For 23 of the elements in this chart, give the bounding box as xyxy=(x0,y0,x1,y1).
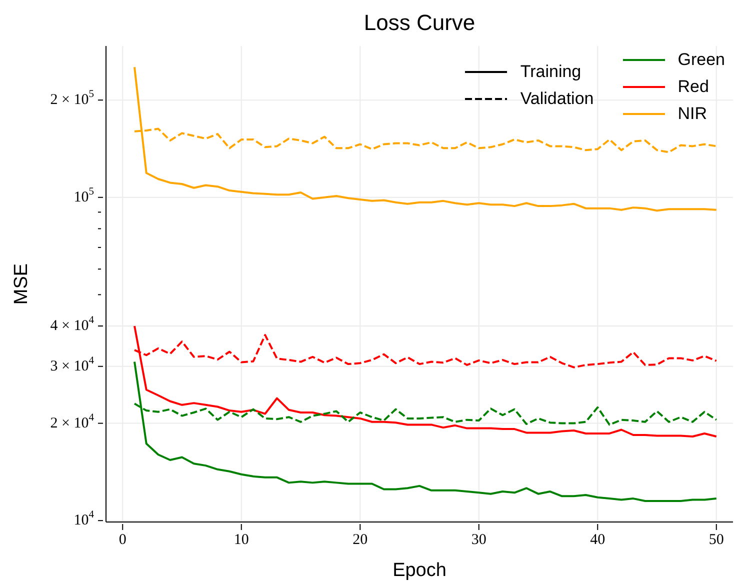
legend-label: NIR xyxy=(678,104,708,124)
y-tick-label: 10$^{4}$ xyxy=(74,510,95,529)
legend-label: Red xyxy=(678,76,709,96)
x-tick-label: 20 xyxy=(352,532,368,548)
line-series xyxy=(134,360,718,502)
x-tick-label: 30 xyxy=(471,532,486,548)
line-series xyxy=(134,66,718,212)
x-tick-label: 10 xyxy=(234,532,249,548)
y-tick-label: 2 × 10$^{4}$ xyxy=(50,412,95,432)
chart-title: Loss Curve xyxy=(362,10,476,36)
x-tick-label: 40 xyxy=(590,532,606,548)
y-tick-label: 4 × 10$^{4}$ xyxy=(50,314,95,334)
y-tick-label: 3 × 10$^{4}$ xyxy=(50,355,95,374)
x-tick-label: 50 xyxy=(708,532,724,548)
legend-label: Green xyxy=(678,50,725,70)
x-axis-title: Epoch xyxy=(392,560,448,582)
y-tick-label: 10$^{5}$ xyxy=(74,186,94,206)
line-series xyxy=(134,324,718,438)
legend-label: Validation xyxy=(520,88,594,108)
y-tick-label: 2 × 10$^{5}$ xyxy=(50,89,94,108)
legend-label: Training xyxy=(520,62,582,82)
x-tick-label: 0 xyxy=(118,532,126,548)
y-axis-title: MSE xyxy=(11,263,33,305)
